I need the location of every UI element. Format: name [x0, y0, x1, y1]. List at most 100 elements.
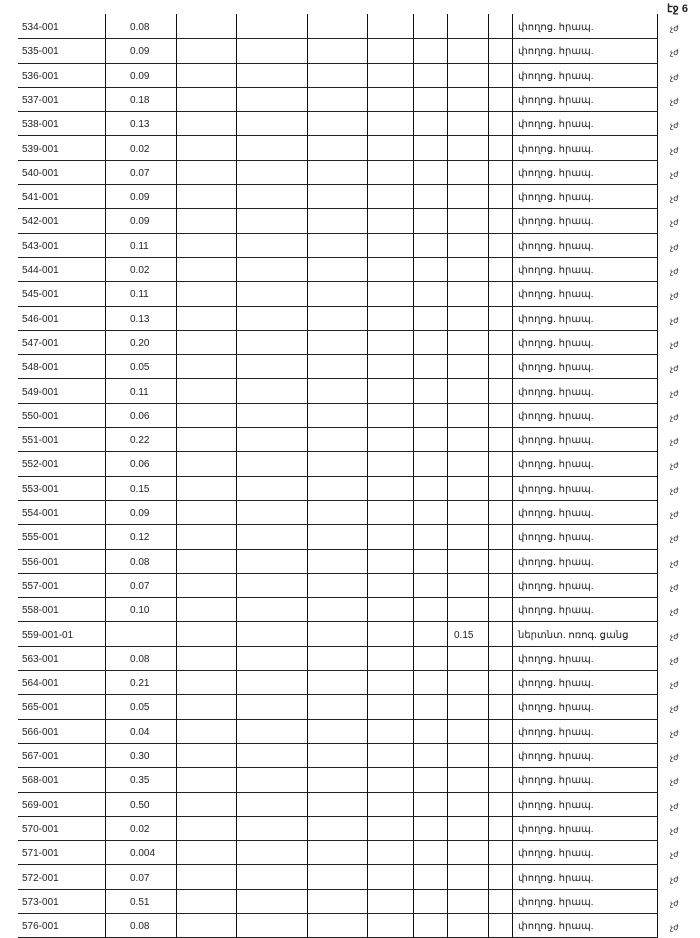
- land-use-type: փողոց. հրապ.: [518, 313, 594, 325]
- land-use-type: փողոց. հրապ.: [518, 751, 594, 762]
- parcel-id: 558-001: [22, 605, 59, 617]
- area-value: 0.21: [130, 678, 150, 690]
- parcel-id: 573-001: [22, 896, 59, 908]
- table-row: 539-001 0.02 փողոց. հրապ. չժ: [18, 136, 679, 161]
- land-use-type: փողոց. հրապ.: [518, 167, 594, 179]
- table-row: 545-001 0.11 փողոց. հրապ. չժ: [18, 281, 679, 307]
- parcel-id: 535-001: [22, 46, 59, 58]
- parcel-id: 563-001: [22, 653, 59, 665]
- land-use-type: փողոց. հրապ.: [518, 459, 594, 471]
- parcel-id: 576-001: [22, 921, 59, 933]
- unit-label: չժ: [670, 631, 679, 641]
- area-value: 0.51: [130, 896, 150, 908]
- unit-label: չժ: [670, 655, 679, 665]
- land-use-type: փողոց. հրապ.: [518, 94, 594, 106]
- land-use-type: փողոց. հրապ.: [518, 921, 594, 933]
- area-value: 0.11: [130, 240, 149, 252]
- area-value: 0.05: [130, 702, 150, 714]
- parcel-id: 553-001: [22, 483, 59, 495]
- table-row: 536-001 0.09 փողոց. հրապ. չժ: [18, 63, 679, 88]
- table-row: 548-001 0.05 փողոց. հրապ. չժ: [18, 354, 679, 380]
- table-row: 542-001 0.09 փողոց. հրապ. չժ: [18, 208, 679, 234]
- table-row: 554-001 0.09 փողոց. հրապ. չժ: [18, 500, 679, 526]
- area-value: 0.09: [130, 70, 150, 82]
- table-row: 576-001 0.08 փողոց. հրապ. չժ: [18, 913, 679, 938]
- area-value: 0.04: [130, 726, 150, 738]
- parcel-id: 538-001: [22, 119, 59, 131]
- area-value: 0.06: [130, 410, 150, 422]
- unit-label: չժ: [670, 339, 679, 349]
- area-value: 0.07: [130, 167, 150, 179]
- area-value: 0.50: [130, 799, 150, 811]
- land-use-type: փողոց. հրապ.: [518, 265, 594, 276]
- land-use-type: փողոց. հրապ.: [518, 46, 594, 58]
- unit-label: չժ: [670, 801, 679, 811]
- area-value: 0.06: [130, 459, 150, 471]
- unit-label: չժ: [670, 315, 679, 325]
- table-row: 535-001 0.09 փողոց. հրապ. չժ: [18, 38, 679, 64]
- area-value: 0.02: [130, 823, 150, 835]
- parcel-id: 566-001: [22, 726, 59, 738]
- land-use-type: փողոց. հրապ.: [518, 337, 594, 349]
- area-value: 0.09: [130, 192, 150, 204]
- table-row: 569-001 0.50 փողոց. հրապ. չժ: [18, 792, 679, 817]
- table-row: 570-001 0.02 փողոց. հրապ. չժ: [18, 816, 679, 842]
- parcel-id: 549-001: [22, 386, 59, 398]
- land-use-type: փողոց. հրապ.: [518, 605, 594, 617]
- land-use-type: փողոց. հրապ.: [518, 508, 594, 519]
- table-row: 537-001 0.18 փողոց. հրապ. չժ: [18, 87, 679, 113]
- table-row: 557-001 0.07 փողոց. հրապ. չժ: [18, 573, 679, 599]
- area-value: 0.30: [130, 751, 150, 762]
- area-value: 0.09: [130, 508, 150, 519]
- area-value: 0.13: [130, 313, 150, 325]
- area-value: 0.07: [130, 580, 150, 592]
- land-use-type: փողոց. հրապ.: [518, 653, 594, 665]
- area-value: 0.11: [130, 386, 149, 398]
- table-row: 555-001 0.12 փողոց. հրապ. չժ: [18, 524, 679, 550]
- unit-label: չժ: [670, 825, 679, 835]
- parcel-id: 543-001: [22, 240, 59, 252]
- area-value: 0.08: [130, 22, 150, 33]
- table-row: 572-001 0.07 փողոց. հրապ. չժ: [18, 865, 679, 890]
- table-row: 538-001 0.13 փողոց. հրապ. չժ: [18, 111, 679, 137]
- parcel-id: 539-001: [22, 143, 59, 155]
- page-label: էջ 6: [667, 3, 688, 15]
- table-row: 563-001 0.08 փողոց. հրապ. չժ: [18, 646, 679, 672]
- table-row: 559-001-01 0.15 ներտնտ. ոռոգ. ցանց չժ: [18, 622, 679, 647]
- unit-label: չժ: [670, 242, 679, 252]
- parcel-id: 542-001: [22, 216, 59, 228]
- land-use-type: փողոց. հրապ.: [518, 823, 594, 835]
- parcel-id: 545-001: [22, 289, 59, 301]
- unit-label: չժ: [670, 485, 679, 495]
- land-use-type: փողոց. հրապ.: [518, 799, 594, 811]
- land-use-type: փողոց. հրապ.: [518, 678, 594, 690]
- unit-label: չժ: [670, 510, 679, 519]
- land-use-type: փողոց. հրապ.: [518, 580, 594, 592]
- area-value: 0.02: [130, 143, 150, 155]
- land-use-type: փողոց. հրապ.: [518, 726, 594, 738]
- unit-label: չժ: [670, 121, 679, 131]
- parcel-id: 544-001: [22, 265, 59, 276]
- unit-label: չժ: [670, 267, 679, 276]
- table-row: 573-001 0.51 փողոց. հրապ. չժ: [18, 889, 679, 915]
- parcel-id: 568-001: [22, 775, 59, 787]
- table-row: 571-001 0.004 փողոց. հրապ. չժ: [18, 840, 679, 866]
- parcel-id: 556-001: [22, 556, 59, 568]
- area-value: 0.20: [130, 337, 150, 349]
- land-use-type: փողոց. հրապ.: [518, 435, 594, 447]
- land-use-type: փողոց. հրապ.: [518, 896, 594, 908]
- unit-label: չժ: [670, 777, 679, 787]
- parcel-id: 565-001: [22, 702, 59, 714]
- land-use-type: փողոց. հրապ.: [518, 362, 594, 374]
- parcel-id: 551-001: [22, 435, 59, 447]
- area-value: 0.07: [130, 872, 150, 884]
- table-row: 544-001 0.02 փողոց. հրապ. չժ: [18, 257, 679, 283]
- area-value: 0.22: [130, 435, 150, 447]
- table-row: 541-001 0.09 փողոց. հրապ. չժ: [18, 184, 679, 210]
- unit-label: չժ: [670, 558, 679, 568]
- land-use-type: փողոց. հրապ.: [518, 386, 594, 398]
- unit-label: չժ: [670, 388, 679, 398]
- unit-label: չժ: [670, 534, 679, 544]
- other-area-value: 0.15: [454, 629, 474, 641]
